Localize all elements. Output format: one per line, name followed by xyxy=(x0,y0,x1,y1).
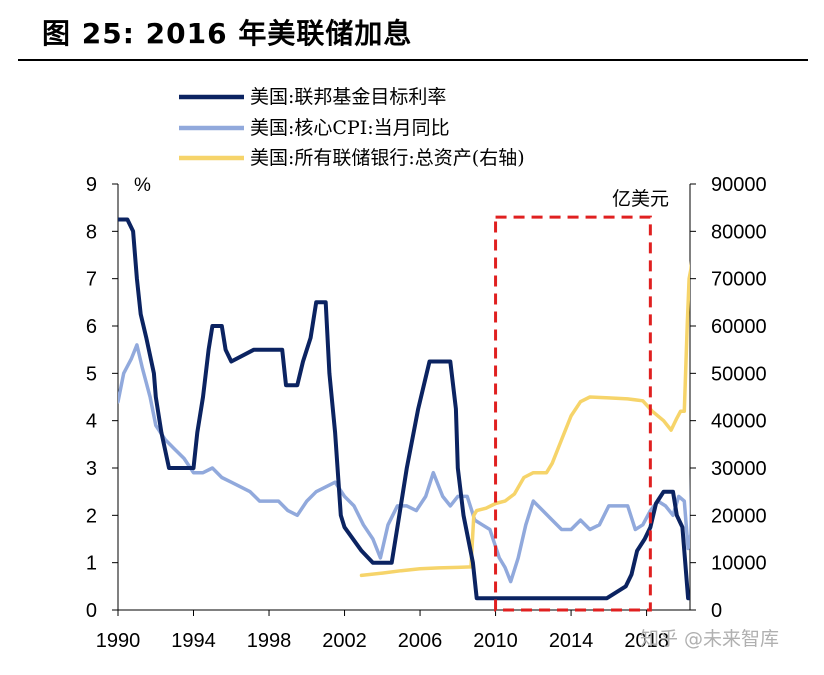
left-tick-label: 9 xyxy=(86,174,97,196)
x-tick-label: 1990 xyxy=(96,630,141,652)
left-tick-label: 5 xyxy=(86,363,97,385)
left-tick-label: 1 xyxy=(86,553,97,575)
left-tick-label: 7 xyxy=(86,269,97,291)
right-tick-label: 30000 xyxy=(711,458,767,480)
left-tick-label: 2 xyxy=(86,505,97,527)
x-tick-label: 2006 xyxy=(398,630,443,652)
series-line-2 xyxy=(359,260,690,578)
x-tick-label: 1994 xyxy=(171,630,216,652)
right-tick-label: 70000 xyxy=(711,269,767,291)
right-tick-label: 50000 xyxy=(711,363,767,385)
right-axis-unit: 亿美元 xyxy=(612,188,669,210)
right-tick-label: 40000 xyxy=(711,411,767,433)
legend-label-2: 美国:所有联储银行:总资产(右轴) xyxy=(250,147,525,169)
right-tick-label: 60000 xyxy=(711,316,767,338)
left-axis-unit: % xyxy=(134,175,151,196)
legend: 美国:联邦基金目标利率美国:核心CPI:当月同比美国:所有联储银行:总资产(右轴… xyxy=(179,86,525,169)
left-tick-label: 3 xyxy=(86,458,97,480)
legend-label-0: 美国:联邦基金目标利率 xyxy=(250,86,446,108)
axes xyxy=(112,183,696,616)
left-tick-label: 8 xyxy=(86,221,97,243)
watermark: 知乎 @未来智库 xyxy=(640,628,779,650)
right-tick-label: 80000 xyxy=(711,221,767,243)
tick-labels: 0 1 2 3 4 5 6 7 8 9 0 10000 20000 30000 40000 50000 6000… xyxy=(86,174,767,652)
highlight-box xyxy=(494,215,652,612)
right-tick-label: 0 xyxy=(711,600,722,622)
x-tick-label: 1998 xyxy=(247,630,292,652)
right-tick-label: 10000 xyxy=(711,553,767,575)
right-tick-label: 20000 xyxy=(711,505,767,527)
series-line-0 xyxy=(118,217,690,601)
left-tick-label: 4 xyxy=(86,411,97,433)
x-tick-label: 2010 xyxy=(473,630,518,652)
legend-label-1: 美国:核心CPI:当月同比 xyxy=(250,117,450,139)
highlight-box-layer xyxy=(494,215,652,612)
title-rule xyxy=(18,59,808,61)
right-tick-label: 90000 xyxy=(711,174,767,196)
series-lines xyxy=(118,217,690,601)
left-tick-label: 0 xyxy=(86,600,97,622)
x-tick-label: 2014 xyxy=(549,630,594,652)
left-tick-label: 6 xyxy=(86,316,97,338)
x-tick-label: 2018 xyxy=(624,630,669,652)
series-line-1 xyxy=(118,343,690,584)
x-tick-label: 2002 xyxy=(322,630,367,652)
figure-title: 图 25: 2016 年美联储加息 xyxy=(42,17,413,50)
